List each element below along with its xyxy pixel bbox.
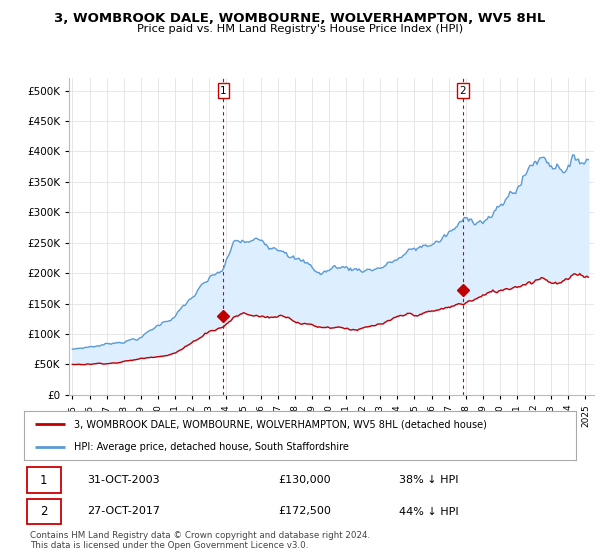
Text: 2: 2 <box>460 86 466 96</box>
Text: 3, WOMBROOK DALE, WOMBOURNE, WOLVERHAMPTON, WV5 8HL: 3, WOMBROOK DALE, WOMBOURNE, WOLVERHAMPT… <box>55 12 545 25</box>
Text: 31-OCT-2003: 31-OCT-2003 <box>88 475 160 485</box>
Text: HPI: Average price, detached house, South Staffordshire: HPI: Average price, detached house, Sout… <box>74 442 349 452</box>
Text: 1: 1 <box>40 474 47 487</box>
Text: Contains HM Land Registry data © Crown copyright and database right 2024.
This d: Contains HM Land Registry data © Crown c… <box>30 531 370 550</box>
Text: 38% ↓ HPI: 38% ↓ HPI <box>400 475 459 485</box>
FancyBboxPatch shape <box>27 467 61 493</box>
Text: 2: 2 <box>40 505 47 518</box>
Text: 3, WOMBROOK DALE, WOMBOURNE, WOLVERHAMPTON, WV5 8HL (detached house): 3, WOMBROOK DALE, WOMBOURNE, WOLVERHAMPT… <box>74 419 487 430</box>
Text: 27-OCT-2017: 27-OCT-2017 <box>88 506 160 516</box>
Text: 1: 1 <box>220 86 227 96</box>
Text: Price paid vs. HM Land Registry's House Price Index (HPI): Price paid vs. HM Land Registry's House … <box>137 24 463 34</box>
FancyBboxPatch shape <box>27 498 61 524</box>
Text: 44% ↓ HPI: 44% ↓ HPI <box>400 506 459 516</box>
Text: £130,000: £130,000 <box>278 475 331 485</box>
Text: £172,500: £172,500 <box>278 506 331 516</box>
